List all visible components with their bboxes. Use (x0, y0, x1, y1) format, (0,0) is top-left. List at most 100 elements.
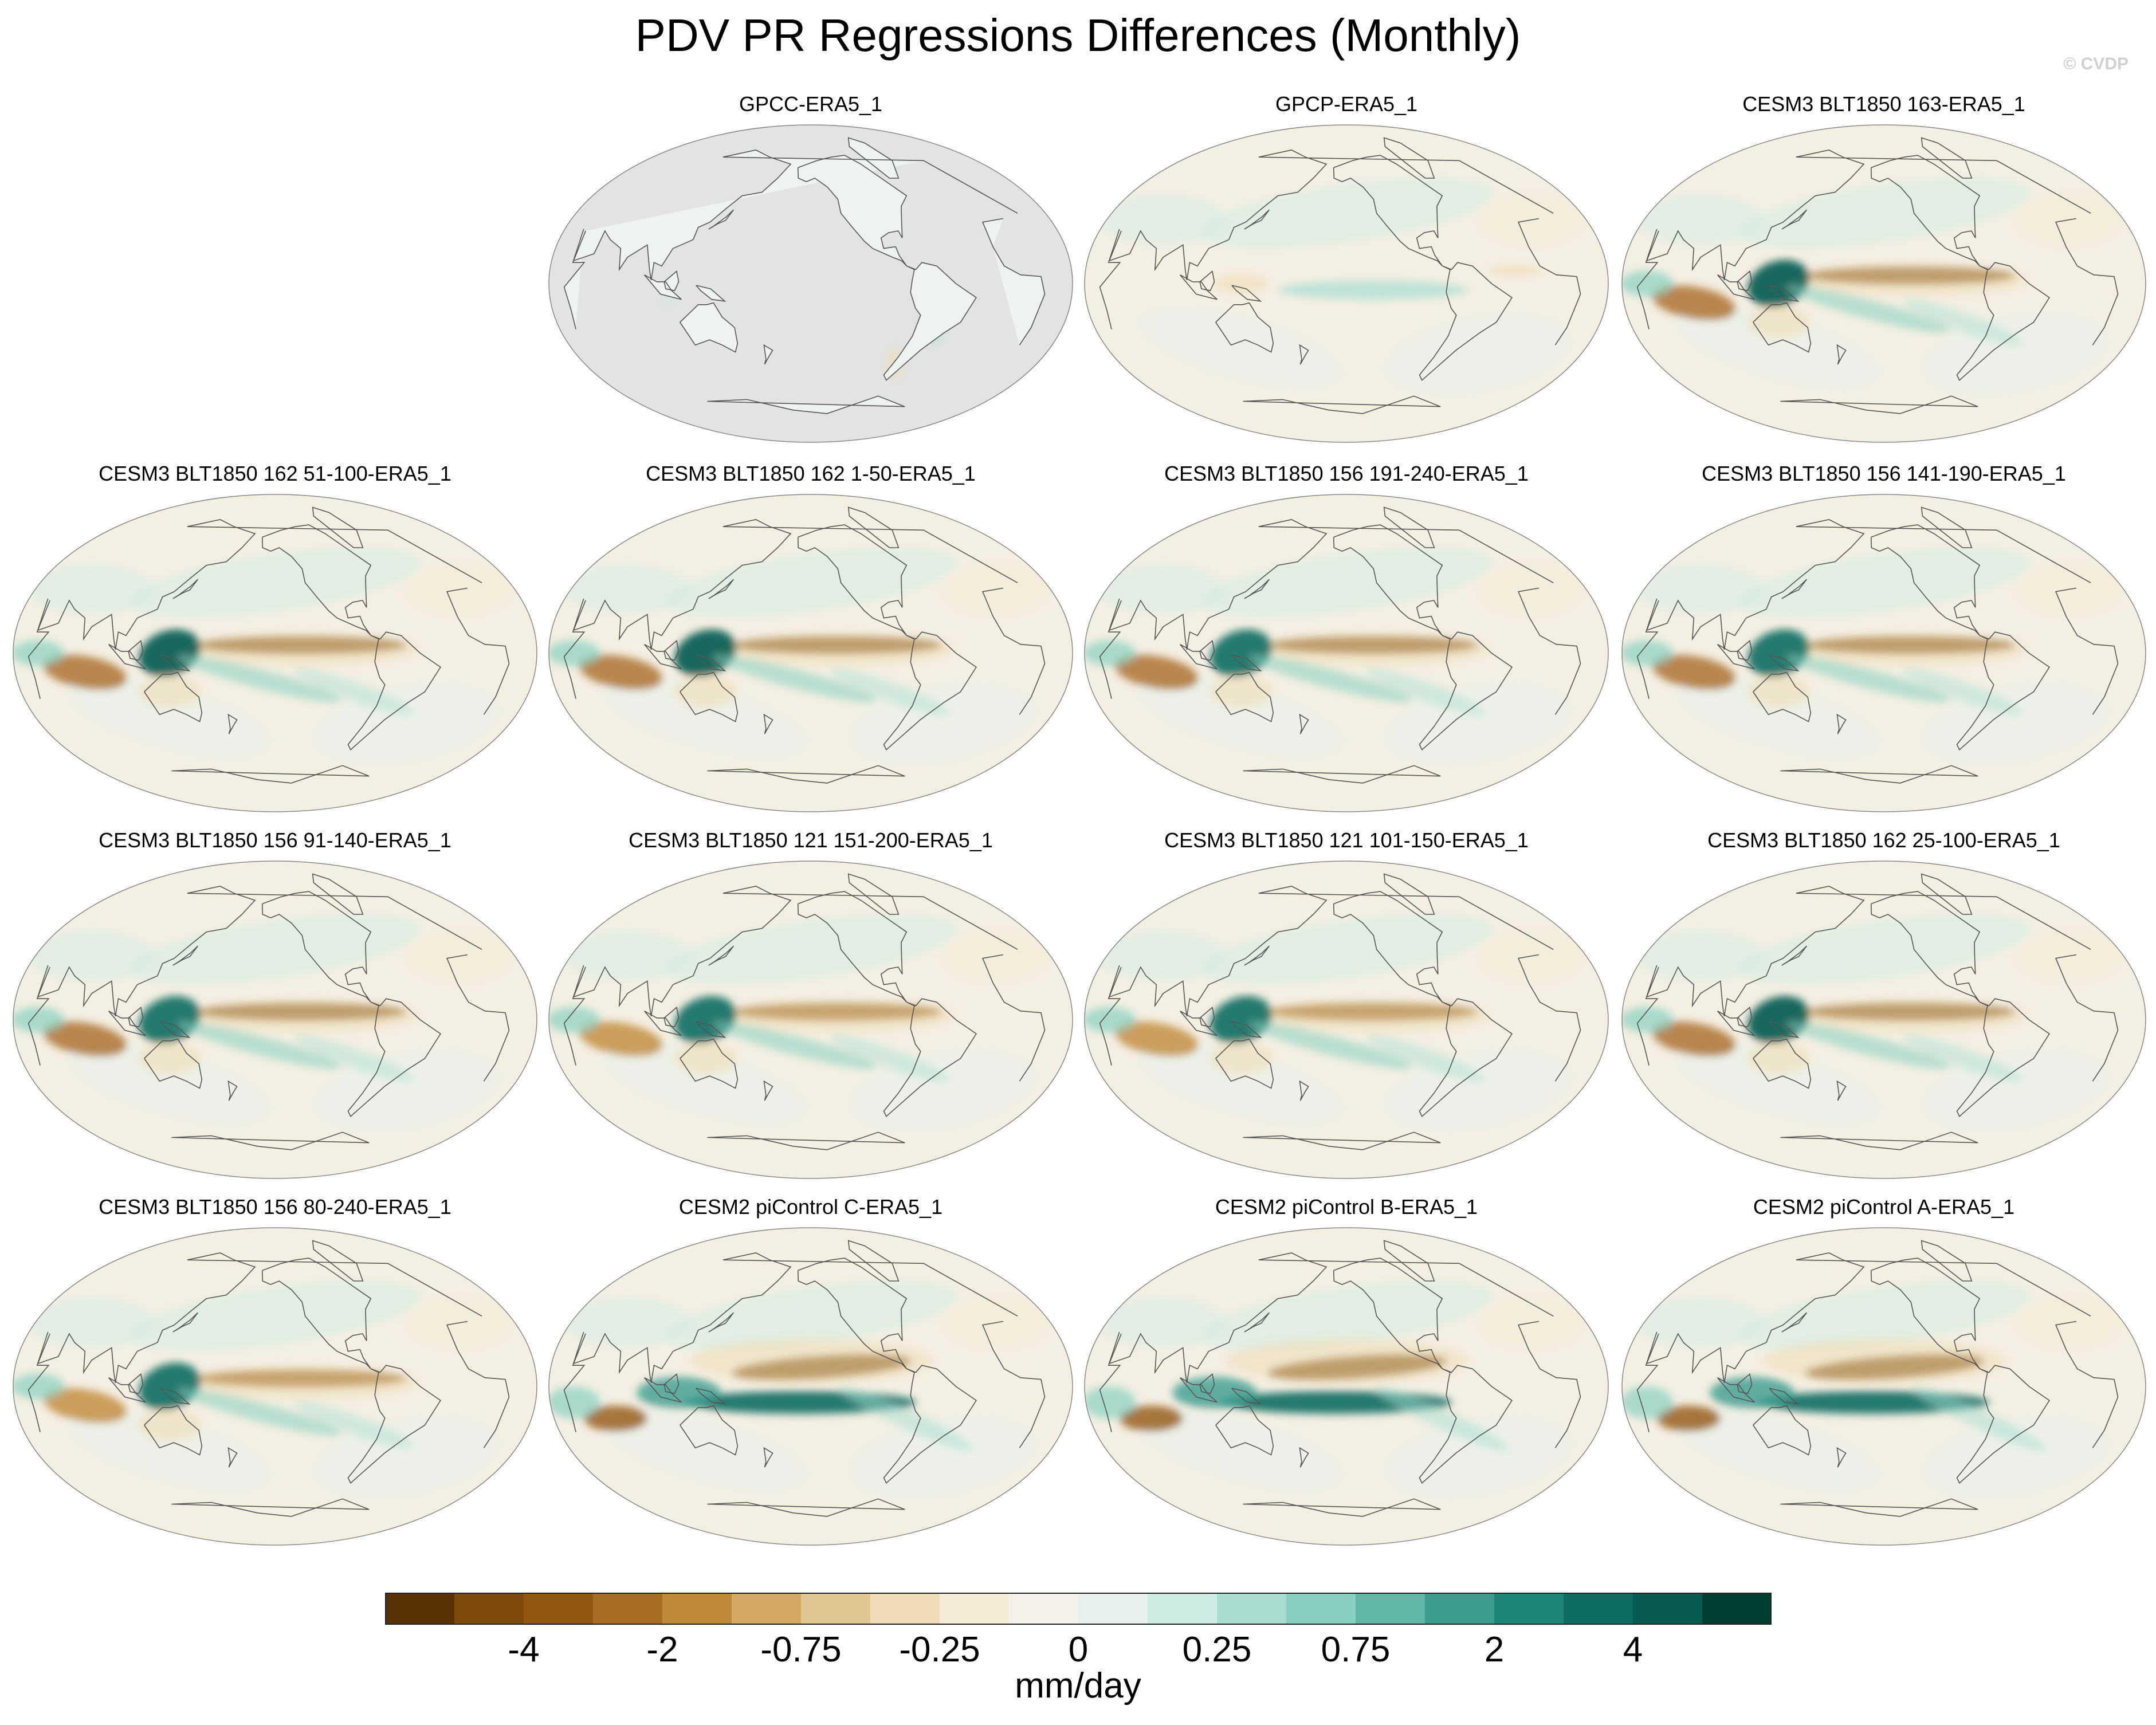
coastline-eurasia (37, 1252, 482, 1384)
anomaly-field (1138, 675, 1344, 759)
coastline-greenland (312, 1240, 364, 1282)
map-panel: CESM3 BLT1850 162 51-100-ERA5_1 (11, 461, 539, 816)
colorbar-swatch (1148, 1593, 1218, 1625)
land-fill (564, 218, 1045, 345)
map-panel: CESM3 BLT1850 163-ERA5_1 (1620, 92, 2147, 447)
coastline-indonesia (1717, 274, 1755, 300)
coastline-eurasia (572, 519, 1018, 650)
anomaly-field (1098, 194, 1226, 245)
anomaly-field (942, 1296, 1048, 1348)
anomaly-field (1384, 313, 1572, 396)
land-fill (680, 302, 738, 352)
coastline-nz (763, 1080, 773, 1101)
coastline-australia (144, 1405, 203, 1456)
panel-title: CESM3 BLT1850 156 91-140-ERA5_1 (99, 828, 451, 852)
coastline-australia (680, 1038, 739, 1089)
anomaly-field (673, 1042, 737, 1075)
colorbar-swatch (454, 1593, 524, 1625)
anomaly-field (1676, 1409, 1881, 1492)
anomaly-field (563, 563, 690, 615)
anomaly-field (1138, 1409, 1344, 1492)
colorbar-tick-label: -0.75 (760, 1630, 842, 1669)
anomaly-field (67, 675, 272, 759)
colorbar-swatch (1217, 1593, 1287, 1625)
anomaly-field (1794, 1000, 2027, 1033)
colorbar-swatch (1633, 1593, 1703, 1625)
anomaly-field (13, 1007, 64, 1033)
coastline-indonesia (643, 1377, 682, 1403)
anomaly-field (1737, 914, 2031, 985)
coastline-greenland (847, 1240, 900, 1282)
anomaly-field (549, 1386, 600, 1418)
anomaly-field (664, 547, 957, 618)
map-border (1084, 124, 1609, 443)
anomaly-field (407, 1296, 512, 1348)
anomaly-field (138, 1409, 202, 1441)
coastline-australia (144, 671, 203, 722)
anomaly-field (1652, 1021, 1736, 1056)
coastline-antarctica (1780, 395, 1978, 414)
coastline-indonesia (108, 644, 146, 670)
coastline-americas (261, 1258, 441, 1484)
map-panel: CESM3 BLT1850 156 191-240-ERA5_1 (1083, 461, 1610, 816)
colorbar-tick-label: 2 (1484, 1630, 1505, 1669)
coastline-borneo (663, 270, 680, 292)
coastline-newguinea (160, 654, 191, 671)
anomaly-field (294, 1035, 414, 1082)
coastline-eurasia (1108, 1252, 1554, 1384)
anomaly-field (1200, 178, 1493, 249)
coastline-indonesia (1179, 274, 1218, 300)
anomaly-field (1098, 930, 1226, 981)
coastline-japan (708, 209, 735, 230)
land-fill (574, 150, 1018, 280)
anomaly-field (603, 1042, 808, 1126)
coastline-antarctica (707, 1498, 905, 1517)
anomaly-field (407, 563, 512, 615)
coastline-greenland (1383, 1240, 1435, 1282)
coastline-newguinea (1769, 1021, 1800, 1038)
map-border (1621, 124, 2146, 443)
anomaly-field (579, 1021, 663, 1056)
coastline-antarctica (1243, 765, 1441, 784)
coastline-nz (227, 1080, 238, 1101)
anomaly-field (1636, 930, 1763, 981)
colorbar-tick-label: -4 (508, 1630, 540, 1669)
coastline-nz (763, 713, 773, 734)
colorbar-tick-label: -2 (646, 1630, 678, 1669)
map-panel: GPCC-ERA5_1 (547, 92, 1074, 447)
anomaly-field (1903, 1035, 2023, 1082)
panel-title: CESM3 BLT1850 156 191-240-ERA5_1 (1164, 462, 1529, 485)
panel-title: CESM3 BLT1850 121 101-150-ERA5_1 (1164, 828, 1529, 852)
colorbar-frame (385, 1593, 1772, 1625)
anomaly-field (1737, 1280, 2031, 1351)
coastline-antarctica (707, 765, 905, 784)
anomaly-field (664, 1280, 957, 1351)
anomaly-field (549, 1007, 600, 1033)
coastline-nz (1836, 1447, 1847, 1468)
panel-title: GPCP-ERA5_1 (1275, 92, 1418, 116)
coastline-newguinea (160, 1388, 191, 1405)
map-border (1084, 1227, 1609, 1546)
coastline-indonesia (1179, 1011, 1218, 1036)
coastline-newguinea (696, 654, 726, 671)
coastline-eurasia (1108, 519, 1554, 650)
anomaly-field (1489, 266, 1542, 276)
coastline-japan (708, 1312, 735, 1333)
anomaly-field (1215, 274, 1267, 293)
map-border (1621, 860, 2146, 1179)
anomaly-field (689, 1338, 932, 1384)
coastline-australia (680, 671, 739, 722)
anomaly-field (838, 1386, 973, 1451)
coastline-nz (1299, 713, 1309, 734)
robinson-map (1621, 860, 2146, 1179)
anomaly-field (942, 563, 1048, 615)
panel-title: CESM2 piControl A-ERA5_1 (1753, 1195, 2015, 1219)
map-panel: GPCP-ERA5_1 (1083, 92, 1610, 447)
anomaly-field (1366, 668, 1485, 716)
coastline-borneo (128, 640, 144, 661)
robinson-map (1621, 124, 2146, 443)
robinson-map (13, 860, 537, 1179)
anomaly-field (1786, 655, 1950, 703)
anomaly-field (185, 1367, 418, 1400)
coastline-americas (797, 524, 977, 750)
